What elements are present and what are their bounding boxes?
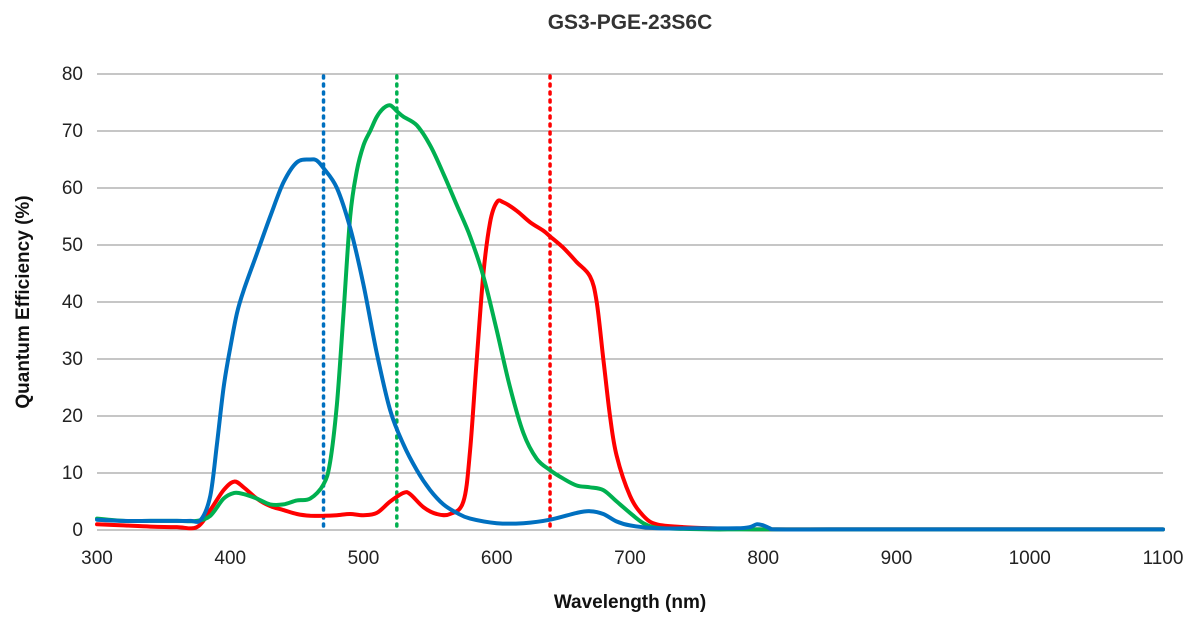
- chart-title: GS3-PGE-23S6C: [548, 11, 713, 34]
- y-tick-labels: 0 10 20 30 40 50 60 70 80: [62, 64, 83, 541]
- y-tick-label-80: 80: [62, 64, 83, 85]
- series-lines: [95, 103, 1165, 532]
- x-tick-label-800: 800: [747, 548, 779, 569]
- y-tick-label-20: 20: [62, 406, 83, 427]
- y-tick-label-10: 10: [62, 463, 83, 484]
- y-tick-label-40: 40: [62, 292, 83, 313]
- x-tick-labels: 300 400 500 600 700 800 900 1000 1100: [81, 548, 1183, 569]
- y-tick-label-30: 30: [62, 349, 83, 370]
- blue-channel-line: [95, 157, 1165, 532]
- y-tick-label-0: 0: [72, 520, 83, 541]
- gridlines: [97, 73, 1163, 531]
- y-tick-label-70: 70: [62, 121, 83, 142]
- x-tick-label-900: 900: [881, 548, 913, 569]
- y-tick-label-60: 60: [62, 178, 83, 199]
- x-tick-label-1000: 1000: [1009, 548, 1051, 569]
- y-axis-label: Quantum Efficiency (%): [13, 195, 34, 408]
- x-axis-label: Wavelength (nm): [554, 592, 706, 613]
- x-tick-label-1100: 1100: [1143, 548, 1184, 569]
- y-tick-label-50: 50: [62, 235, 83, 256]
- x-tick-label-300: 300: [81, 548, 113, 569]
- x-tick-label-400: 400: [214, 548, 246, 569]
- green-channel-line: [95, 103, 1165, 532]
- x-tick-label-500: 500: [348, 548, 380, 569]
- x-tick-label-700: 700: [614, 548, 646, 569]
- reference-markers: [321, 74, 552, 532]
- x-tick-label-600: 600: [481, 548, 513, 569]
